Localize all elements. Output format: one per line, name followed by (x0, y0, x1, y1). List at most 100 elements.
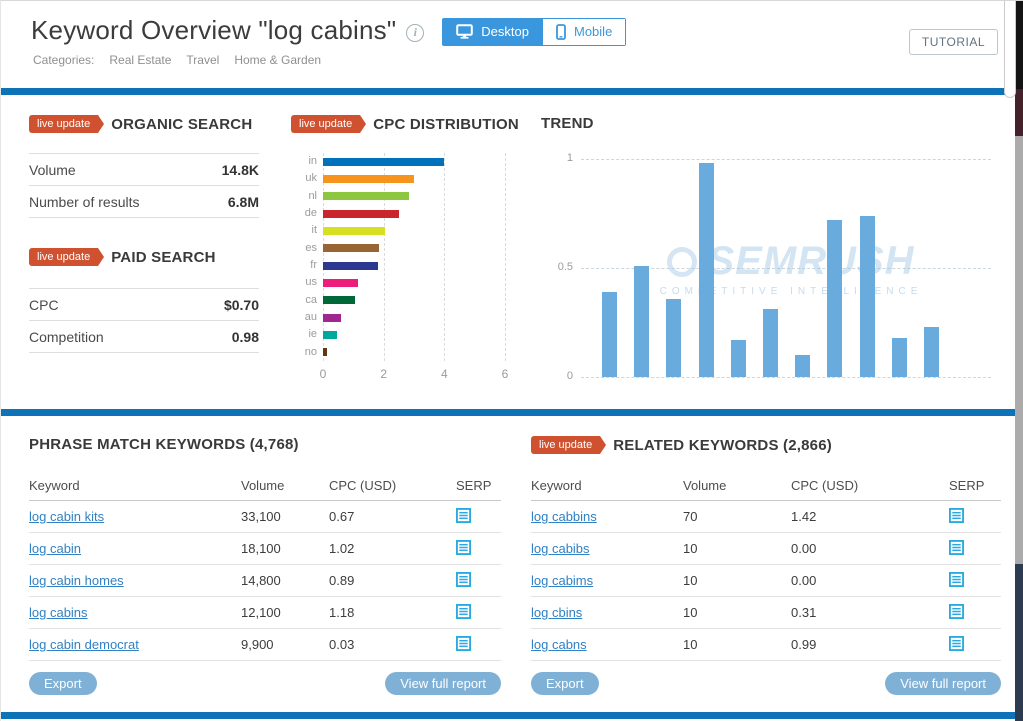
cpc-distribution-heading: CPC DISTRIBUTION (373, 115, 519, 133)
serp-icon (949, 539, 964, 558)
cpc-country-label: fr (310, 258, 317, 271)
phrase-match-table-header: Keyword Volume CPC (USD) SERP (29, 471, 501, 501)
trend-heading: TREND (541, 115, 594, 132)
x-tick-label: 0 (319, 367, 327, 381)
cpc-country-label: in (308, 155, 317, 167)
category-link-home-garden[interactable]: Home & Garden (234, 53, 322, 67)
mobile-toggle-button[interactable]: Mobile (542, 18, 626, 45)
keyword-link[interactable]: log cbins (531, 605, 583, 620)
keyword-link[interactable]: log cabin kits (29, 509, 105, 524)
cpc-bar (323, 227, 386, 236)
cpc-value: 0.89 (329, 573, 355, 588)
volume-value: 70 (683, 509, 698, 524)
separator-bar-middle (1, 409, 1016, 416)
serp-icon (456, 635, 471, 654)
table-row: log cabbins 70 1.42 (531, 501, 1001, 533)
cpc-value: 0.67 (329, 509, 355, 524)
serp-icon (949, 507, 964, 526)
cpc-country-label: uk (305, 172, 317, 185)
cpc-bar (323, 296, 355, 305)
table-row: log cabin kits 33,100 0.67 (29, 501, 501, 533)
cpc-value: 0.00 (791, 573, 817, 588)
y-tick-label: 1 (566, 152, 573, 164)
cpc-country-label: es (305, 241, 317, 254)
related-keywords-table-header: Keyword Volume CPC (USD) SERP (531, 471, 1001, 501)
keyword-link[interactable]: log cabims (531, 573, 594, 588)
category-link-travel[interactable]: Travel (186, 53, 220, 67)
live-update-badge: live update (29, 115, 105, 133)
view-full-report-button[interactable]: View full report (385, 672, 501, 695)
trend-bar (763, 309, 778, 377)
keyword-link[interactable]: log cabin democrat (29, 637, 139, 652)
keyword-link[interactable]: log cabins (29, 605, 88, 620)
export-button[interactable]: Export (531, 672, 599, 695)
stat-label: CPC (29, 296, 59, 313)
serp-link[interactable] (456, 507, 501, 526)
phrase-match-heading: PHRASE MATCH KEYWORDS (4,768) (29, 436, 299, 453)
cpc-value: 0.00 (791, 541, 817, 556)
volume-value: 10 (683, 605, 698, 620)
keyword-link[interactable]: log cabns (531, 637, 587, 652)
stat-label: Number of results (29, 193, 140, 210)
stat-row: Volume 14.8K (29, 154, 259, 186)
serp-link[interactable] (456, 571, 501, 590)
volume-value: 14,800 (241, 573, 281, 588)
volume-value: 10 (683, 573, 698, 588)
tutorial-button[interactable]: TUTORIAL (908, 29, 998, 55)
trend-bar (924, 326, 939, 377)
volume-value: 18,100 (241, 541, 281, 556)
stat-value: 14.8K (221, 161, 259, 178)
table-row: log cabibs 10 0.00 (531, 533, 1001, 565)
view-full-report-button[interactable]: View full report (885, 672, 1001, 695)
keyword-link[interactable]: log cabibs (531, 541, 590, 556)
trend-bar (859, 215, 875, 377)
cpc-country-label: de (304, 206, 317, 219)
cpc-bar (323, 331, 337, 339)
cpc-bar (323, 261, 378, 270)
scrollbar-thumb[interactable] (1004, 1, 1016, 98)
stat-value: 6.8M (227, 193, 259, 210)
serp-link[interactable] (949, 635, 1001, 654)
cpc-x-axis: 0 2 4 6 (320, 367, 509, 381)
keyword-link[interactable]: log cabin homes (29, 573, 124, 588)
live-update-badge: live update (531, 436, 607, 454)
serp-link[interactable] (949, 507, 1001, 526)
info-icon[interactable]: i (406, 23, 425, 42)
cpc-bar (323, 175, 414, 184)
keyword-link[interactable]: log cabbins (531, 509, 597, 524)
stat-row: Number of results 6.8M (29, 186, 259, 218)
stat-value: $0.70 (223, 296, 259, 313)
cpc-country-label: us (305, 276, 317, 289)
trend-bar (795, 355, 811, 377)
watermark-tagline: COMPETITIVE INTELLIGENCE (659, 286, 923, 297)
column-header: SERP (456, 478, 492, 493)
live-update-badge: live update (29, 248, 105, 266)
serp-link[interactable] (456, 539, 501, 558)
live-update-badge: live update (291, 115, 367, 133)
cpc-value: 0.03 (329, 637, 355, 652)
gridline (323, 153, 324, 361)
mobile-phone-icon (556, 23, 566, 40)
cpc-country-label: nl (308, 189, 317, 202)
serp-link[interactable] (949, 571, 1001, 590)
trend-panel: TREND 0 0.5 1 SEMRUSH COMPETITIVE INTELLIG… (541, 95, 1003, 409)
serp-link[interactable] (949, 539, 1001, 558)
serp-link[interactable] (949, 603, 1001, 622)
serp-link[interactable] (456, 635, 501, 654)
cpc-country-label: no (304, 345, 317, 358)
column-header: Keyword (531, 478, 582, 493)
column-header: SERP (949, 478, 985, 493)
gridline (581, 377, 991, 378)
x-tick-label: 4 (440, 367, 448, 381)
x-tick-label: 6 (501, 367, 509, 381)
trend-bar (698, 163, 714, 377)
keyword-link[interactable]: log cabin (29, 541, 82, 556)
cpc-value: 0.99 (791, 637, 817, 652)
cpc-bar (323, 192, 410, 201)
export-button[interactable]: Export (29, 672, 97, 695)
desktop-toggle-button[interactable]: Desktop (443, 18, 542, 45)
serp-link[interactable] (456, 603, 501, 622)
organic-search-heading: ORGANIC SEARCH (111, 115, 253, 133)
category-link-real-estate[interactable]: Real Estate (109, 53, 172, 67)
volume-value: 9,900 (241, 637, 274, 652)
